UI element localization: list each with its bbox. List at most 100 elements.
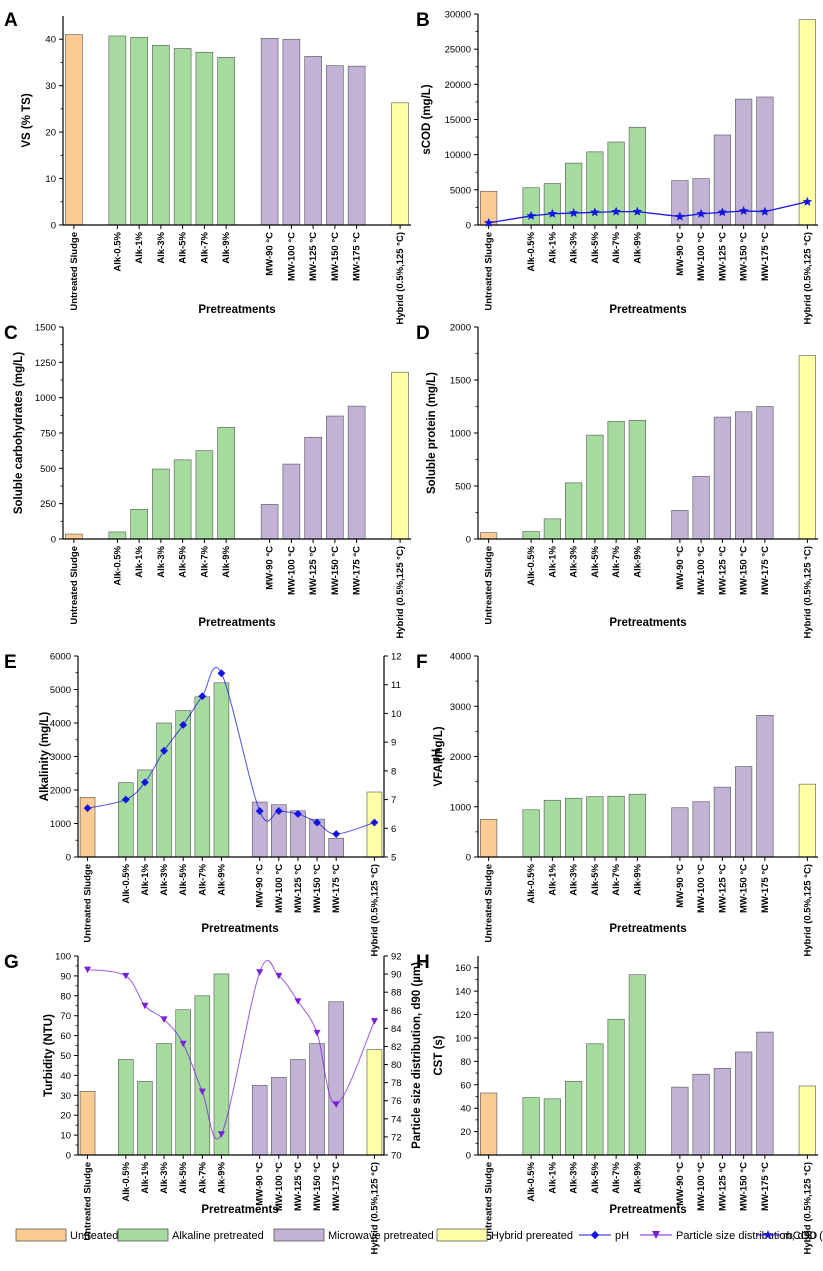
category-label-D-4: Alk-5% [590,545,601,577]
ytick-label-C-1: 250 [40,499,56,510]
y2tick-label-E-1: 6 [391,824,396,835]
bar-E-11 [328,837,344,858]
bar-C-7 [260,504,279,540]
legend-label-untreated: Untreated [70,1230,118,1242]
ytick-label-H-3: 60 [460,1080,471,1091]
ytick-label-D-4: 2000 [450,323,471,334]
marker-B-9 [717,207,728,217]
category-label-G-11: MW-175 °C [331,1162,342,1211]
bar-G-11 [328,1001,344,1156]
category-label-C-2: Alk-1% [134,545,145,577]
category-label-E-12: Hybrid (0.5%,125 °C) [369,864,380,957]
ytick-label-C-3: 750 [40,429,56,440]
category-label-F-11: MW-175 °C [760,864,771,913]
ytick-label-E-2: 2000 [50,786,71,797]
category-label-F-9: MW-125 °C [717,864,728,913]
category-label-D-5: Alk-7% [611,545,622,577]
category-label-H-7: MW-90 °C [675,1162,686,1206]
ytick-label-B-5: 25000 [445,45,471,56]
marker-G-9 [294,998,302,1005]
legend-marker-rbcod-icon [763,1230,773,1240]
bar-F-6 [628,793,646,858]
ytick-label-H-5: 100 [455,1033,471,1044]
ytick-label-G-2: 20 [60,1111,71,1122]
panel-label-E: E [4,652,17,673]
category-label-B-2: Alk-1% [547,231,558,263]
bar-G-8 [271,1077,287,1156]
ytick-label-B-0: 0 [466,221,471,232]
category-label-E-4: Alk-5% [178,863,189,895]
y2tick-label-G-8: 86 [391,1006,402,1017]
bar-A-9 [304,56,322,226]
bar-C-1 [108,531,127,540]
category-label-C-9: MW-125 °C [308,546,319,595]
y2tick-label-G-1: 72 [391,1132,402,1143]
x-axis-title-A: Pretreatments [198,304,275,316]
ytick-label-F-3: 3000 [450,702,471,713]
category-label-H-4: Alk-5% [590,1161,601,1193]
marker-G-3 [160,1016,168,1023]
panel-label-H: H [416,952,430,973]
ytick-label-G-7: 70 [60,1011,71,1022]
legend-swatch-hybrid [436,1228,488,1242]
y2tick-label-G-4: 78 [391,1078,402,1089]
category-label-C-0: Untreated Sludge [69,546,80,625]
category-label-G-4: Alk-5% [178,1161,189,1193]
bar-D-4 [586,434,604,540]
category-label-D-2: Alk-1% [547,545,558,577]
bar-D-5 [607,421,625,540]
category-label-F-2: Alk-1% [547,863,558,895]
category-label-C-5: Alk-7% [199,545,210,577]
bar-G-7 [251,1085,268,1156]
y2tick-label-G-7: 84 [391,1024,402,1035]
ytick-label-A-2: 20 [45,128,56,139]
marker-B-12 [802,196,813,206]
category-label-F-7: MW-90 °C [675,864,686,908]
category-label-G-1: Alk-0.5% [121,1161,132,1201]
series-line-G [87,960,375,1140]
category-label-H-2: Alk-1% [547,1161,558,1193]
category-label-D-12: Hybrid (0.5%,125 °C) [802,546,813,639]
bar-C-9 [304,436,322,540]
category-label-B-1: Alk-0.5% [526,231,537,271]
bar-H-4 [586,1043,604,1156]
category-label-B-9: MW-125 °C [717,232,728,281]
bar-A-10 [326,65,344,226]
bar-G-10 [309,1043,325,1156]
legend-swatch-untreated [15,1228,67,1242]
ytick-label-C-5: 1250 [35,358,56,369]
category-label-C-11: MW-175 °C [352,546,363,595]
marker-E-7 [255,807,264,816]
ytick-label-E-5: 5000 [50,685,71,696]
category-label-G-6: Alk-9% [216,1161,227,1193]
marker-E-12 [370,818,379,827]
bar-B-1 [522,187,540,226]
marker-E-6 [217,669,226,678]
marker-G-7 [256,969,264,976]
bar-F-0 [480,819,498,858]
ytick-label-D-1: 500 [455,482,471,493]
ytick-label-C-2: 500 [40,464,56,475]
bar-H-2 [543,1098,561,1156]
category-label-E-3: Alk-3% [159,863,170,895]
bar-F-11 [756,714,774,858]
ytick-label-G-4: 40 [60,1071,71,1082]
category-label-A-0: Untreated Sludge [69,232,80,311]
bar-F-7 [671,807,689,858]
ytick-label-C-0: 0 [51,535,56,546]
bar-G-5 [194,995,211,1156]
bar-B-12 [798,19,816,226]
ytick-label-F-1: 1000 [450,802,471,813]
category-label-F-3: Alk-3% [569,863,580,895]
category-label-B-11: MW-175 °C [760,232,771,281]
category-label-H-10: MW-150 °C [739,1162,750,1211]
legend-label-rbcod: rbCOD [783,1230,817,1242]
ytick-label-E-4: 4000 [50,719,71,730]
bar-F-8 [692,801,710,858]
panel-H: 0 20 40 60 80 100 120 140 160 Untreated Sludge Alk… [416,952,818,1255]
category-label-E-2: Alk-1% [140,863,151,895]
category-label-G-3: Alk-3% [159,1161,170,1193]
bar-E-5 [194,696,211,858]
category-label-C-12: Hybrid (0.5%,125 °C) [395,546,406,639]
